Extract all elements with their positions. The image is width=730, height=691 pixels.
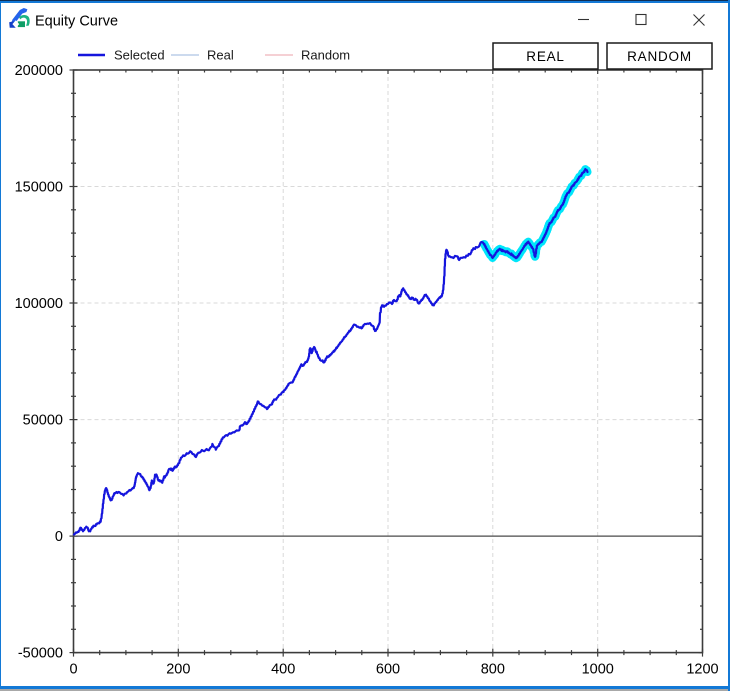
svg-text:200: 200 <box>166 662 190 678</box>
svg-text:200000: 200000 <box>15 63 63 79</box>
svg-text:0: 0 <box>55 529 63 545</box>
svg-text:REAL: REAL <box>526 49 564 64</box>
svg-text:Equity Curve: Equity Curve <box>35 14 118 30</box>
svg-text:-50000: -50000 <box>18 646 63 662</box>
svg-text:Selected: Selected <box>114 48 165 63</box>
svg-text:Real: Real <box>207 48 234 63</box>
svg-text:0: 0 <box>69 662 77 678</box>
svg-text:800: 800 <box>481 662 505 678</box>
svg-text:Random: Random <box>301 48 350 63</box>
svg-text:1200: 1200 <box>686 662 718 678</box>
svg-text:400: 400 <box>271 662 295 678</box>
svg-text:600: 600 <box>376 662 400 678</box>
svg-text:RANDOM: RANDOM <box>627 49 692 64</box>
svg-text:1000: 1000 <box>582 662 614 678</box>
svg-text:50000: 50000 <box>23 413 63 429</box>
svg-text:150000: 150000 <box>15 180 63 196</box>
svg-text:100000: 100000 <box>15 296 63 312</box>
